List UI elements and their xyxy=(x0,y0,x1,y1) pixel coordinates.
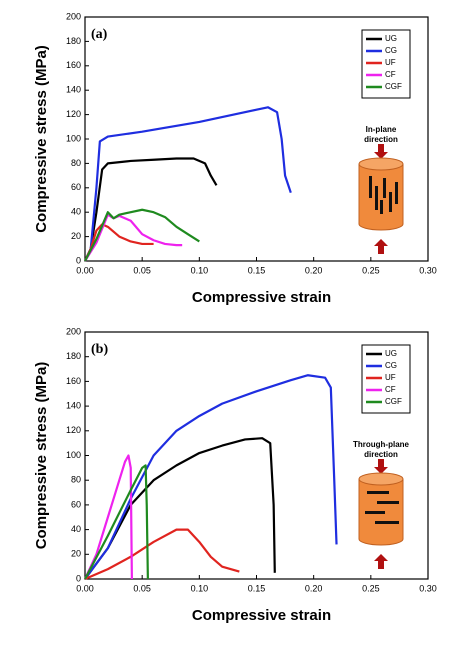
panel-label: (b) xyxy=(91,342,108,357)
specimen-icon xyxy=(358,459,404,569)
series-line xyxy=(84,528,240,581)
y-tick-label: 40 xyxy=(71,524,81,534)
series-line xyxy=(84,437,276,580)
specimen-icon xyxy=(358,144,404,254)
x-tick-label: 0.05 xyxy=(133,265,151,275)
x-tick-label: 0.25 xyxy=(362,265,380,275)
series-line xyxy=(84,223,154,262)
fiber xyxy=(377,501,399,504)
fiber xyxy=(383,178,386,198)
x-axis-title: Compressive strain xyxy=(192,607,331,624)
series-line xyxy=(84,157,218,262)
arrow-shaft xyxy=(378,459,384,467)
legend-label: UF xyxy=(385,58,396,67)
legend-label: CG xyxy=(385,46,397,55)
x-tick-label: 0.30 xyxy=(419,265,437,275)
cylinder-fill xyxy=(359,479,403,539)
note-text: direction xyxy=(364,135,398,144)
fiber xyxy=(367,491,389,494)
x-tick-label: 0.30 xyxy=(419,583,437,593)
cylinder-top xyxy=(358,157,404,171)
legend-label: CGF xyxy=(385,397,402,406)
x-tick-label: 0.00 xyxy=(76,583,94,593)
y-tick-label: 20 xyxy=(71,231,81,241)
series-line xyxy=(84,464,149,580)
x-tick-label: 0.15 xyxy=(248,583,266,593)
y-tick-label: 0 xyxy=(76,573,81,583)
arrow-head xyxy=(374,554,388,561)
legend-label: UF xyxy=(385,373,396,382)
y-tick-label: 120 xyxy=(66,109,81,119)
arrow-head xyxy=(374,239,388,246)
series-line xyxy=(84,454,133,580)
series-line xyxy=(84,208,200,262)
arrow-head xyxy=(374,467,388,474)
series-line xyxy=(84,106,292,262)
fiber xyxy=(365,511,385,514)
y-axis-title: Compressive stress (MPa) xyxy=(33,45,50,233)
y-tick-label: 160 xyxy=(66,376,81,386)
x-tick-label: 0.05 xyxy=(133,583,151,593)
x-tick-label: 0.20 xyxy=(305,265,323,275)
fiber xyxy=(389,192,392,212)
y-tick-label: 100 xyxy=(66,450,81,460)
fiber xyxy=(375,521,399,524)
y-axis-title: Compressive stress (MPa) xyxy=(33,362,50,550)
y-tick-label: 100 xyxy=(66,133,81,143)
arrow-head xyxy=(374,152,388,159)
fiber xyxy=(395,182,398,204)
y-tick-label: 140 xyxy=(66,400,81,410)
y-tick-label: 200 xyxy=(66,326,81,336)
y-tick-label: 60 xyxy=(71,499,81,509)
x-tick-label: 0.10 xyxy=(191,265,209,275)
arrow-shaft xyxy=(378,246,384,254)
y-tick-label: 20 xyxy=(71,549,81,559)
legend-label: CG xyxy=(385,361,397,370)
y-tick-label: 140 xyxy=(66,85,81,95)
legend-label: UG xyxy=(385,349,397,358)
fiber xyxy=(380,200,383,214)
series-line xyxy=(84,374,338,580)
fiber xyxy=(375,186,378,210)
y-tick-label: 60 xyxy=(71,182,81,192)
legend-label: CGF xyxy=(385,82,402,91)
series-line xyxy=(84,213,183,262)
fiber xyxy=(369,176,372,198)
y-tick-label: 180 xyxy=(66,351,81,361)
y-tick-label: 180 xyxy=(66,36,81,46)
y-tick-label: 160 xyxy=(66,60,81,70)
note-text: In-plane xyxy=(366,125,397,134)
arrow-shaft xyxy=(378,144,384,152)
legend-label: CF xyxy=(385,70,396,79)
x-tick-label: 0.20 xyxy=(305,583,323,593)
x-tick-label: 0.00 xyxy=(76,265,94,275)
note-text: Through-plane xyxy=(353,440,410,449)
legend-label: CF xyxy=(385,385,396,394)
x-tick-label: 0.15 xyxy=(248,265,266,275)
arrow-shaft xyxy=(378,561,384,569)
note-text: direction xyxy=(364,450,398,459)
y-tick-label: 0 xyxy=(76,255,81,265)
x-tick-label: 0.25 xyxy=(362,583,380,593)
y-tick-label: 40 xyxy=(71,207,81,217)
cylinder-top xyxy=(358,472,404,486)
y-tick-label: 80 xyxy=(71,475,81,485)
panel-label: (a) xyxy=(91,27,108,42)
legend-label: UG xyxy=(385,34,397,43)
y-tick-label: 80 xyxy=(71,158,81,168)
y-tick-label: 200 xyxy=(66,11,81,21)
x-tick-label: 0.10 xyxy=(191,583,209,593)
x-axis-title: Compressive strain xyxy=(192,289,331,306)
y-tick-label: 120 xyxy=(66,425,81,435)
